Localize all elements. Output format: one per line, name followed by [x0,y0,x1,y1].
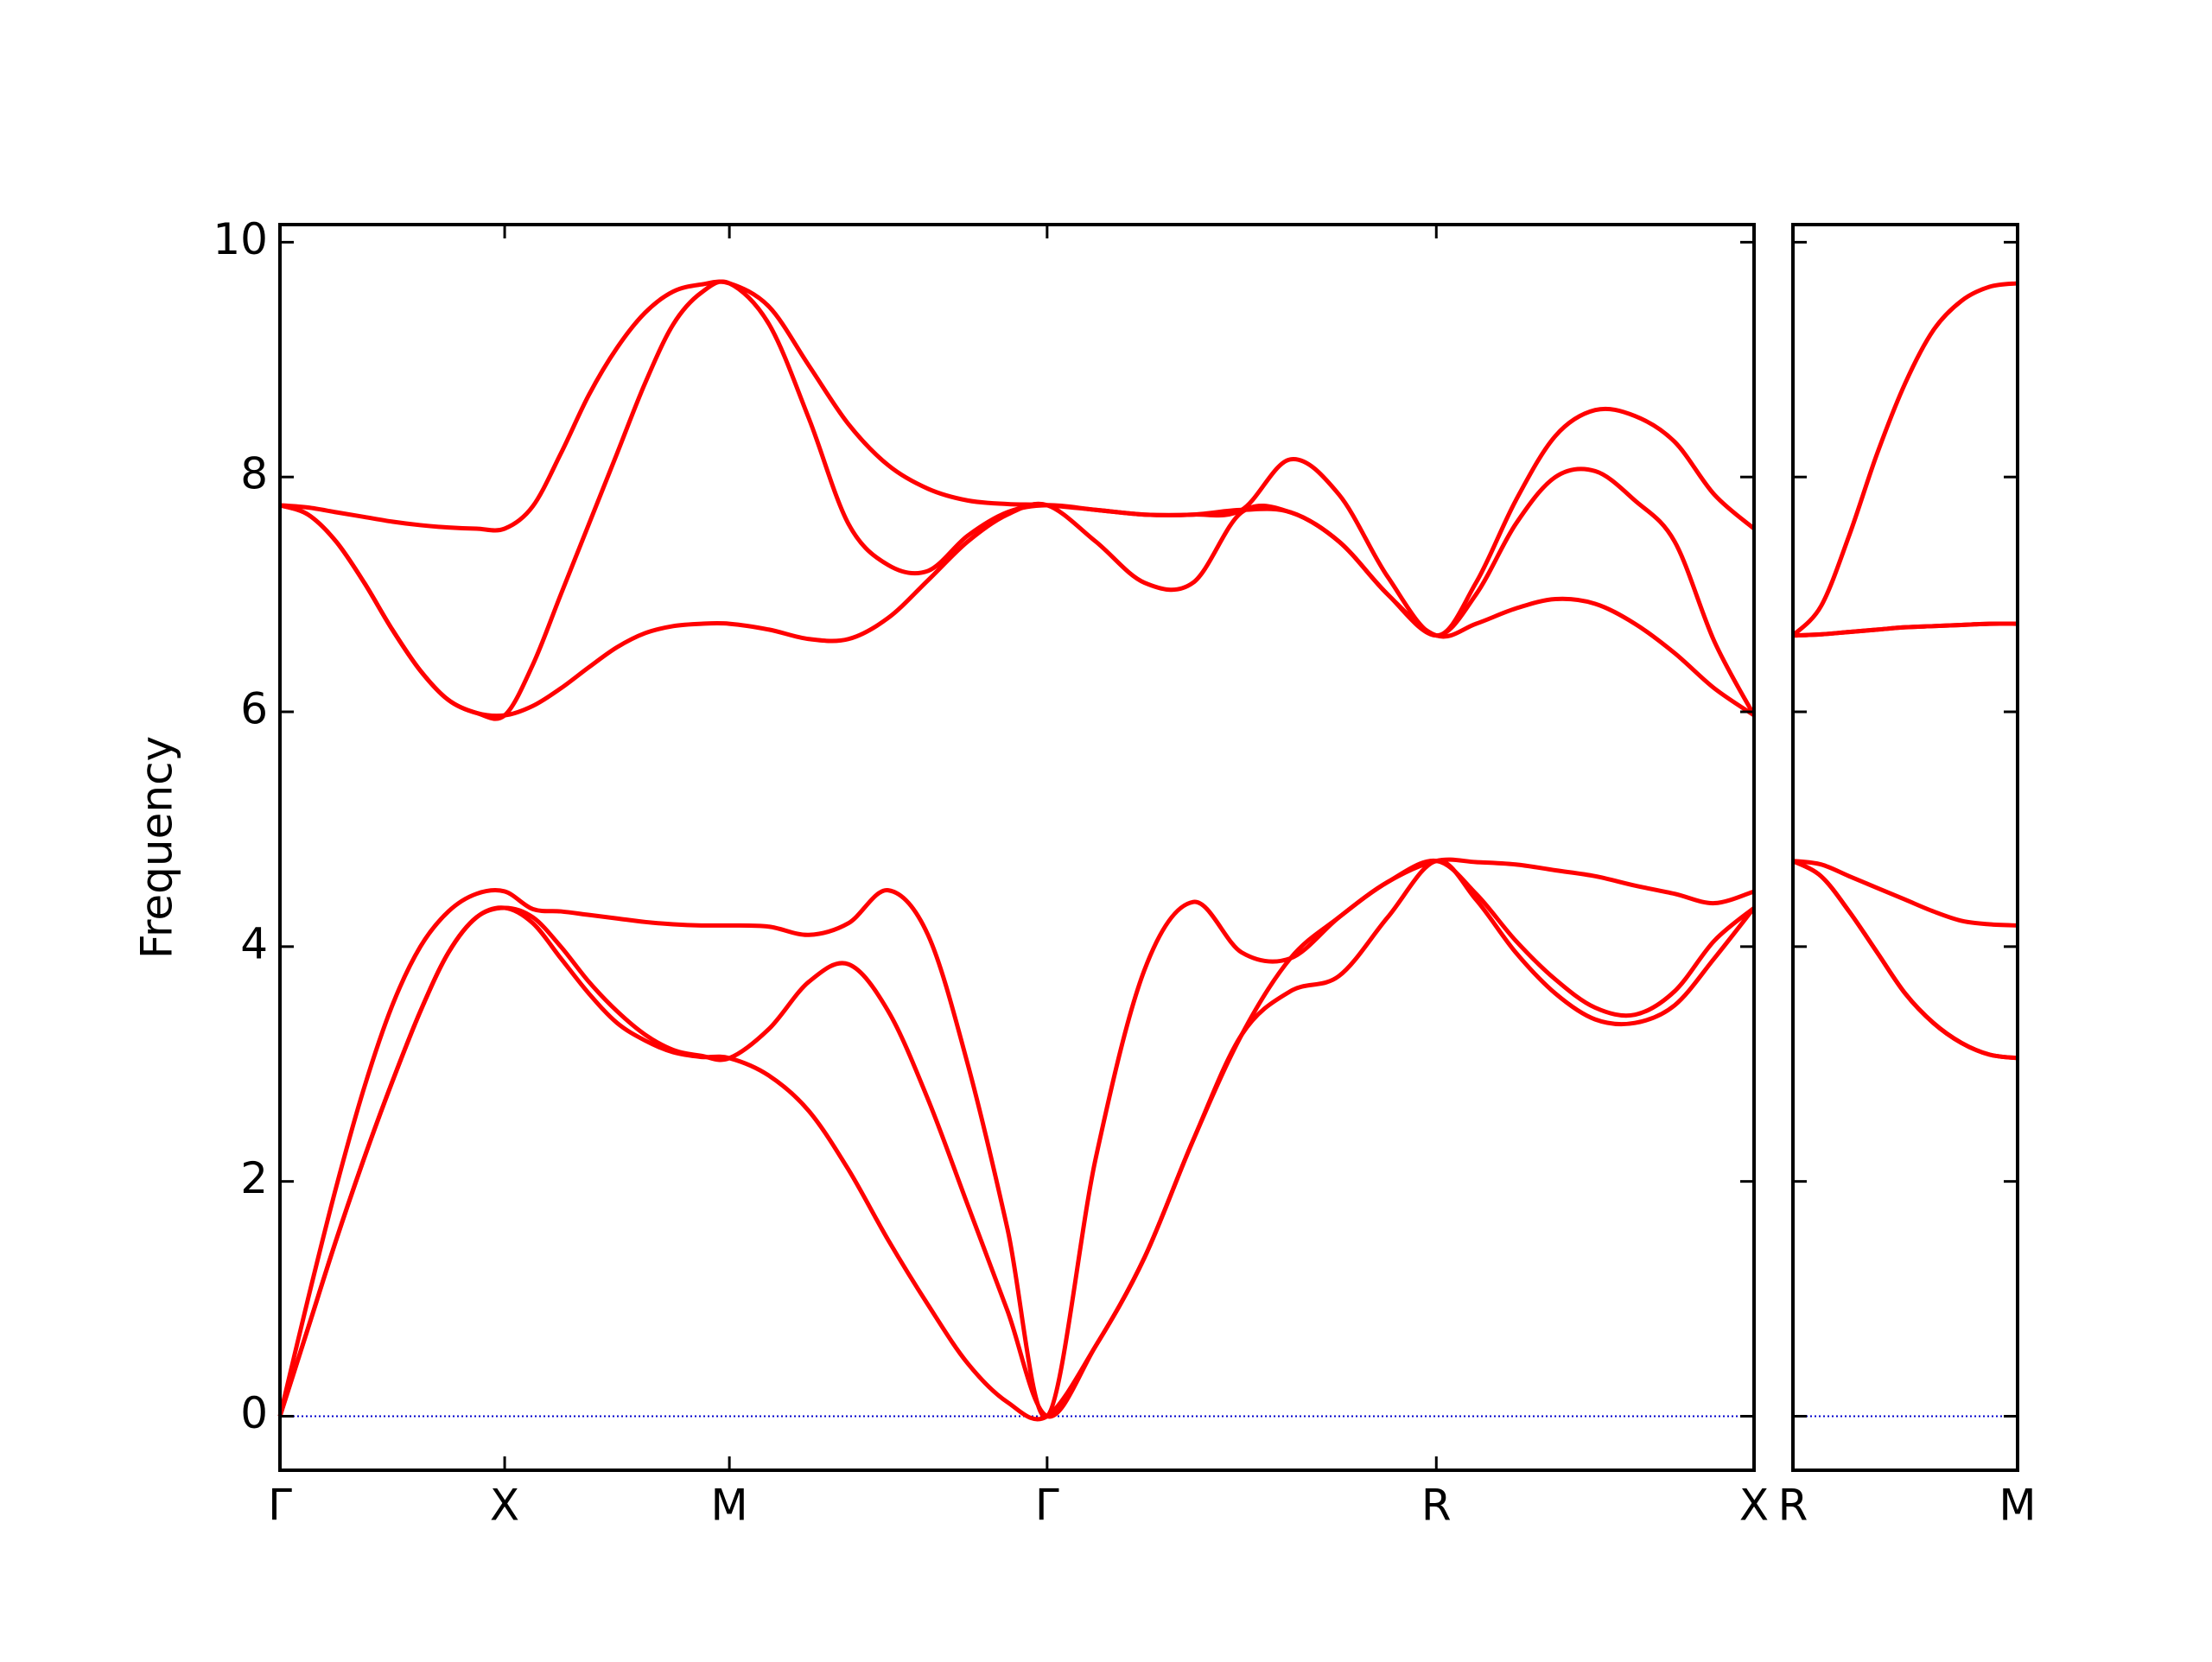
x-tick-label: X [1739,1481,1769,1531]
y-tick-label: 4 [240,918,268,968]
y-axis-label: Frequency [132,736,182,959]
y-tick-label: 2 [240,1153,268,1203]
x-tick-label: Γ [1035,1481,1059,1531]
band-line [277,859,1756,1419]
x-tick-label: Γ [268,1481,292,1531]
band-line [1791,859,2018,1061]
band-line [1792,859,2018,928]
y-tick-label: 0 [240,1388,268,1438]
band-line [1791,281,2018,638]
band-line [1792,621,2018,638]
plot-frame [1791,223,2019,1472]
band-line [279,279,1757,721]
band-line [279,279,1756,638]
y-tick-label: 6 [240,684,268,734]
x-tick-label: R [1421,1481,1452,1531]
band-line [279,501,1756,719]
x-tick-label: R [1778,1481,1808,1531]
plot-frame [278,223,1756,1472]
x-tick-label: X [490,1481,519,1531]
x-tick-label: M [711,1481,748,1531]
band-line [1791,859,2018,1061]
band-line [277,857,1755,1419]
x-tick-label: M [1999,1481,2036,1531]
y-tick-label: 8 [240,449,268,499]
y-tick-label: 10 [213,214,268,264]
